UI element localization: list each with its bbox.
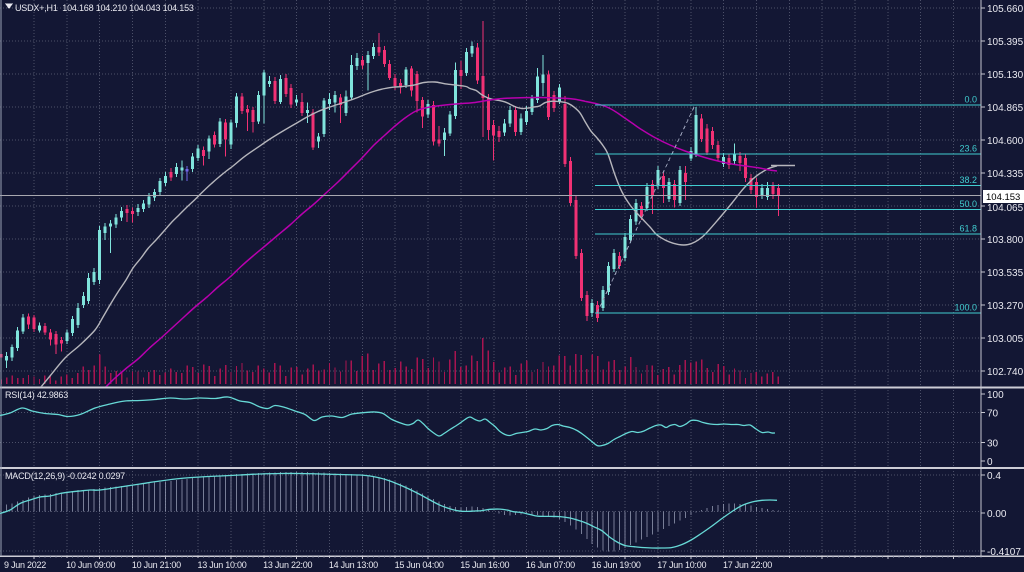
svg-text:RSI(14) 42.9863: RSI(14) 42.9863: [5, 390, 68, 400]
svg-text:16 Jun 07:00: 16 Jun 07:00: [526, 560, 575, 570]
svg-text:103.535: 103.535: [987, 268, 1024, 279]
svg-text:23.6: 23.6: [959, 144, 977, 154]
svg-text:14 Jun 13:00: 14 Jun 13:00: [329, 560, 378, 570]
svg-text:-0.4107: -0.4107: [987, 547, 1021, 558]
svg-text:0.00: 0.00: [987, 509, 1007, 520]
svg-text:38.2: 38.2: [959, 175, 977, 185]
svg-text:17 Jun 10:00: 17 Jun 10:00: [657, 560, 706, 570]
svg-text:105.660: 105.660: [987, 4, 1024, 15]
svg-text:103.270: 103.270: [987, 301, 1024, 312]
svg-text:104.065: 104.065: [987, 203, 1024, 214]
svg-text:10 Jun 09:00: 10 Jun 09:00: [66, 560, 115, 570]
svg-text:13 Jun 10:00: 13 Jun 10:00: [197, 560, 246, 570]
svg-text:100.0: 100.0: [954, 303, 977, 313]
svg-text:0.0: 0.0: [964, 95, 977, 105]
svg-text:104.865: 104.865: [987, 103, 1024, 114]
svg-text:USDX+,H1 104.168 104.210 104.: USDX+,H1 104.168 104.210 104.043 104.153: [15, 3, 194, 13]
svg-text:0: 0: [987, 457, 993, 468]
svg-text:104.153: 104.153: [986, 192, 1020, 203]
svg-text:102.740: 102.740: [987, 367, 1024, 378]
svg-text:30: 30: [987, 439, 999, 450]
svg-text:50.0: 50.0: [959, 199, 977, 209]
svg-text:9 Jun 2022: 9 Jun 2022: [4, 560, 46, 570]
svg-text:10 Jun 21:00: 10 Jun 21:00: [132, 560, 181, 570]
svg-text:105.130: 105.130: [987, 70, 1024, 81]
svg-text:103.005: 103.005: [987, 334, 1024, 345]
svg-text:13 Jun 22:00: 13 Jun 22:00: [263, 560, 312, 570]
svg-text:70: 70: [987, 409, 999, 420]
svg-text:61.8: 61.8: [959, 224, 977, 234]
svg-text:104.335: 104.335: [987, 169, 1024, 180]
svg-text:16 Jun 19:00: 16 Jun 19:00: [592, 560, 641, 570]
svg-text:103.800: 103.800: [987, 235, 1024, 246]
svg-text:104.600: 104.600: [987, 136, 1024, 147]
svg-text:17 Jun 22:00: 17 Jun 22:00: [723, 560, 772, 570]
svg-text:0.4: 0.4: [987, 471, 1001, 482]
svg-text:MACD(12,26,9) -0.0242 0.0297: MACD(12,26,9) -0.0242 0.0297: [5, 471, 125, 481]
svg-text:15 Jun 16:00: 15 Jun 16:00: [460, 560, 509, 570]
svg-text:15 Jun 04:00: 15 Jun 04:00: [395, 560, 444, 570]
svg-text:105.395: 105.395: [987, 37, 1024, 48]
svg-text:100: 100: [987, 390, 1004, 401]
